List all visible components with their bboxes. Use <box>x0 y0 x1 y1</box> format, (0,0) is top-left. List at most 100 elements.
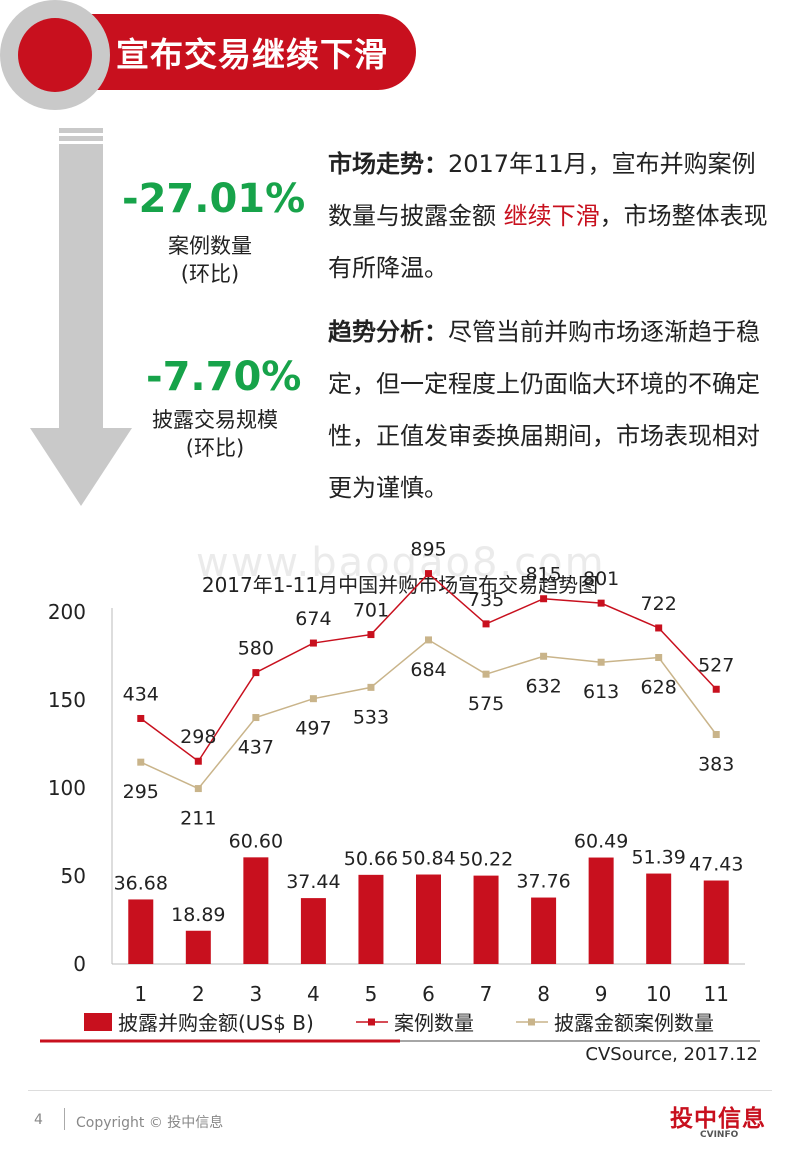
case-count-series-data-label: 527 <box>698 654 734 676</box>
disclosed-count-series-point <box>482 670 490 678</box>
bar-data-label: 50.84 <box>401 848 455 870</box>
bar-data-label: 37.44 <box>286 871 340 893</box>
disclosed-count-series-point <box>137 758 145 766</box>
disclosed-count-series-data-label: 437 <box>238 737 274 759</box>
bar-data-label: 60.60 <box>229 830 283 852</box>
bar <box>416 874 441 964</box>
y-tick-label: 200 <box>48 600 86 624</box>
market-trend-lead: 市场走势： <box>328 150 448 178</box>
x-tick-label: 2 <box>192 982 205 1006</box>
legend-label: 披露并购金额(US$ B) <box>118 1011 314 1035</box>
footer-divider <box>28 1090 772 1091</box>
bar <box>358 874 384 964</box>
disclosed-count-series-point <box>309 695 317 703</box>
case-count-series-point <box>655 624 663 632</box>
bar <box>588 857 614 964</box>
brand-logo: 投中信息 CVINFO <box>670 1099 766 1140</box>
disclosed-count-series-point <box>655 654 663 662</box>
disclosed-count-series-point <box>540 652 548 660</box>
disclosed-count-series-data-label: 684 <box>410 659 446 681</box>
logo-subtext: CVINFO <box>700 1130 739 1140</box>
y-tick-label: 0 <box>73 952 86 976</box>
x-tick-label: 11 <box>704 982 729 1006</box>
disclosed-count-series-point <box>194 785 202 793</box>
stat-case-count-value: -27.01% <box>122 176 306 222</box>
legend-label: 案例数量 <box>394 1011 474 1035</box>
bar <box>243 857 269 964</box>
market-trend-text-a: 2017年11月，宣布并购案例数量与披露金额 <box>328 150 756 230</box>
case-count-series-data-label: 298 <box>180 726 216 748</box>
bar <box>703 880 729 964</box>
disclosed-count-series-point <box>252 714 260 722</box>
market-trend-highlight: 继续下滑 <box>503 202 600 230</box>
disclosed-count-series-data-label: 613 <box>583 681 619 703</box>
legend-marker-line1 <box>368 1018 375 1026</box>
case-count-series-point <box>712 685 720 693</box>
bar-data-label: 37.76 <box>516 871 570 893</box>
disclosed-count-series-point <box>597 658 605 666</box>
x-tick-label: 4 <box>307 982 320 1006</box>
bar-data-label: 50.22 <box>459 849 513 871</box>
x-tick-label: 9 <box>595 982 608 1006</box>
bar <box>473 875 499 964</box>
x-tick-label: 7 <box>480 982 493 1006</box>
disclosed-count-series-data-label: 628 <box>641 677 677 699</box>
copyright-text: Copyright © 投中信息 <box>76 1115 224 1131</box>
page-title: 宣布交易继续下滑 <box>116 35 388 74</box>
bar <box>185 930 211 964</box>
case-count-series-point <box>309 639 317 647</box>
bar-data-label: 51.39 <box>631 847 685 869</box>
case-count-series-data-label: 674 <box>295 608 331 630</box>
trend-analysis-lead: 趋势分析： <box>328 318 448 346</box>
stat-deal-size-sublabel: (环比) <box>185 436 245 460</box>
stat-case-count-sublabel: (环比) <box>180 262 240 286</box>
case-count-series-point <box>367 631 375 639</box>
header-circle-inner <box>18 18 92 92</box>
disclosed-count-series-point <box>367 683 375 691</box>
header-circle <box>0 0 110 110</box>
disclosed-count-series-data-label: 497 <box>295 718 331 740</box>
legend-marker-line2 <box>528 1018 535 1026</box>
y-tick-label: 50 <box>61 864 86 888</box>
bar <box>646 873 672 964</box>
footer-separator <box>64 1108 65 1130</box>
disclosed-count-series-point <box>425 636 432 644</box>
bar-data-label: 18.89 <box>171 904 225 926</box>
disclosed-count-series-point <box>712 731 720 739</box>
trend-analysis-text: 尽管当前并购市场逐渐趋于稳定，但一定程度上仍面临大环境的不确定性，正值发审委换届… <box>328 318 760 502</box>
stat-case-count-label: 案例数量 <box>168 234 252 258</box>
case-count-series-point <box>137 714 145 722</box>
bar <box>128 899 154 964</box>
case-count-series-line <box>140 572 717 763</box>
disclosed-count-series-data-label: 211 <box>180 808 216 830</box>
bar <box>531 897 557 964</box>
bar-data-label: 36.68 <box>114 872 168 894</box>
disclosed-count-series-data-label: 383 <box>698 754 734 776</box>
case-count-series-point <box>252 669 260 677</box>
disclosed-count-series-data-label: 575 <box>468 693 504 715</box>
x-tick-label: 3 <box>249 982 262 1006</box>
bar <box>300 898 326 964</box>
case-count-series-data-label: 580 <box>238 638 274 660</box>
bar-data-label: 50.66 <box>344 848 398 870</box>
y-tick-label: 150 <box>48 688 86 712</box>
disclosed-count-series-line <box>140 638 717 790</box>
disclosed-count-series-data-label: 533 <box>353 706 389 728</box>
market-trend-text-b: ，市场整体表现有所降温。 <box>328 202 768 282</box>
disclosed-count-series-data-label: 295 <box>123 781 159 803</box>
case-count-series-point <box>482 620 490 628</box>
x-tick-label: 5 <box>365 982 378 1006</box>
x-tick-label: 8 <box>537 982 550 1006</box>
x-tick-label: 6 <box>422 982 435 1006</box>
market-trend-paragraph: 市场走势：2017年11月，宣布并购案例数量与披露金额 继续下滑，市场整体表现有… <box>328 138 778 294</box>
trend-analysis-paragraph: 趋势分析：尽管当前并购市场逐渐趋于稳定，但一定程度上仍面临大环境的不确定性，正值… <box>328 306 778 514</box>
chart-title: 2017年1-11月中国并购市场宣布交易趋势图 <box>201 573 599 597</box>
case-count-series-data-label: 434 <box>123 683 159 705</box>
case-count-series-data-label: 701 <box>353 600 389 622</box>
x-tick-label: 10 <box>646 982 671 1006</box>
case-count-series-point <box>194 757 202 765</box>
legend-label: 披露金额案例数量 <box>554 1011 714 1035</box>
bar-data-label: 60.49 <box>574 831 628 853</box>
y-tick-label: 100 <box>48 776 86 800</box>
stat-deal-size-value: -7.70% <box>146 354 302 400</box>
